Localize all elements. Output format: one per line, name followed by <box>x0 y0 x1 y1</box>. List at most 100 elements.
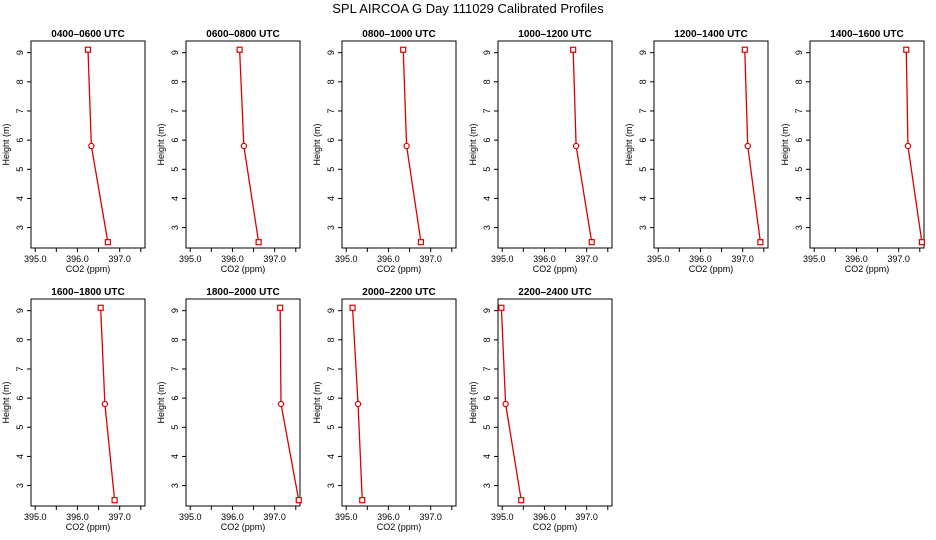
y-tick-label: 7 <box>482 108 492 113</box>
y-tick-label: 3 <box>482 225 492 230</box>
x-tick-label: 397.0 <box>419 512 442 522</box>
y-tick-label: 8 <box>326 79 336 84</box>
chart-panel: 1400–1600 UTC 395.0 396.0 397.0 3 4 5 6 7 8 9 CO2 (… <box>780 29 925 274</box>
data-point <box>295 497 302 504</box>
chart-panel: 1000–1200 UTC 395.0 396.0 397.0 3 4 5 6 7 8 9 CO2 (… <box>468 29 613 274</box>
x-tick-label: 395.0 <box>24 254 47 264</box>
data-point <box>741 46 748 53</box>
x-tick-label: 397.0 <box>108 254 131 264</box>
y-tick-label: 4 <box>326 196 336 201</box>
chart-panel: 1800–2000 UTC 395.0 396.0 397.0 3 4 5 6 7 8 9 CO2 (… <box>156 287 302 532</box>
data-point <box>84 46 92 53</box>
y-tick-label: 7 <box>170 108 180 113</box>
y-tick-label: 9 <box>170 308 180 313</box>
data-point <box>359 497 366 504</box>
y-tick-label: 9 <box>326 50 336 55</box>
y-axis-label: Height (m) <box>156 381 166 423</box>
chart-title: 1000–1200 UTC <box>518 29 591 40</box>
y-axis-label: Height (m) <box>468 381 478 423</box>
data-point <box>240 142 248 150</box>
y-tick-label: 5 <box>15 167 25 172</box>
plot-frame <box>185 298 301 507</box>
y-tick-label: 6 <box>794 138 804 143</box>
plot-frame <box>185 40 301 249</box>
x-tick-label: 397.0 <box>108 512 131 522</box>
y-tick-label: 6 <box>170 396 180 401</box>
chart-panel: 2000–2200 UTC 395.0 396.0 397.0 3 4 5 6 7 8 9 CO2 (… <box>312 287 457 532</box>
x-axis-label: CO2 (ppm) <box>845 264 890 274</box>
y-tick-label: 8 <box>326 337 336 342</box>
y-tick-label: 8 <box>482 79 492 84</box>
y-axis-label: Height (m) <box>1 123 11 165</box>
y-tick-label: 8 <box>15 337 25 342</box>
x-tick-label: 397.0 <box>887 254 910 264</box>
y-tick-label: 5 <box>326 425 336 430</box>
plot-frame <box>341 40 457 249</box>
chart-panel: 0400–0600 UTC 395.0 396.0 397.0 3 4 5 6 7 8 9 CO2 (… <box>1 29 146 274</box>
y-tick-label: 6 <box>15 396 25 401</box>
chart-title: 2000–2200 UTC <box>362 287 435 298</box>
chart-panel: 1200–1400 UTC 395.0 396.0 397.0 3 4 5 6 7 8 9 CO2 (… <box>624 29 769 274</box>
x-tick-label: 396.0 <box>221 254 244 264</box>
x-tick-label: 395.0 <box>179 512 202 522</box>
data-point <box>518 497 525 504</box>
y-tick-label: 9 <box>794 50 804 55</box>
page-title: SPL AIRCOA G Day 111029 Calibrated Profi… <box>332 1 604 16</box>
y-tick-label: 6 <box>170 138 180 143</box>
y-tick-label: 3 <box>482 483 492 488</box>
chart-title: 0400–0600 UTC <box>51 29 124 40</box>
y-tick-label: 4 <box>170 454 180 459</box>
chart-title: 1600–1800 UTC <box>51 287 124 298</box>
y-axis-label: Height (m) <box>780 123 790 165</box>
x-tick-label: 396.0 <box>221 512 244 522</box>
x-tick-label: 396.0 <box>66 512 89 522</box>
y-tick-label: 5 <box>170 167 180 172</box>
data-point <box>101 400 109 408</box>
data-point <box>111 497 118 504</box>
x-tick-label: 397.0 <box>263 254 286 264</box>
x-axis-label: CO2 (ppm) <box>377 264 422 274</box>
y-tick-label: 9 <box>15 308 25 313</box>
y-tick-label: 3 <box>794 225 804 230</box>
y-tick-label: 6 <box>326 396 336 401</box>
data-point <box>570 46 577 53</box>
y-tick-label: 8 <box>482 337 492 342</box>
y-tick-label: 6 <box>638 138 648 143</box>
chart-title: 0600–0800 UTC <box>206 29 279 40</box>
y-tick-label: 4 <box>15 454 25 459</box>
x-tick-label: 396.0 <box>533 254 556 264</box>
chart-title: 1400–1600 UTC <box>830 29 903 40</box>
y-tick-label: 7 <box>638 108 648 113</box>
x-tick-label: 397.0 <box>575 512 598 522</box>
y-tick-label: 7 <box>15 366 25 371</box>
plot-frame <box>30 298 146 507</box>
x-tick-label: 396.0 <box>377 254 400 264</box>
y-tick-label: 4 <box>794 196 804 201</box>
plot-frame <box>653 40 769 249</box>
chart-panel: 0600–0800 UTC 395.0 396.0 397.0 3 4 5 6 7 8 9 CO2 (… <box>156 29 301 274</box>
y-tick-label: 3 <box>326 225 336 230</box>
x-axis-label: CO2 (ppm) <box>66 522 111 532</box>
chart-title: 1200–1400 UTC <box>674 29 747 40</box>
y-tick-label: 3 <box>638 225 648 230</box>
data-point <box>903 46 910 53</box>
chart-title: 2200–2400 UTC <box>518 287 591 298</box>
data-point <box>349 304 356 311</box>
data-point <box>757 239 764 246</box>
y-tick-label: 3 <box>170 483 180 488</box>
data-point <box>88 142 95 150</box>
x-tick-label: 397.0 <box>575 254 598 264</box>
y-axis-label: Height (m) <box>468 123 478 165</box>
y-tick-label: 7 <box>170 366 180 371</box>
plot-frame <box>30 40 146 249</box>
x-tick-label: 395.0 <box>335 512 358 522</box>
y-axis-label: Height (m) <box>156 123 166 165</box>
data-point <box>417 239 425 246</box>
y-tick-label: 5 <box>15 425 25 430</box>
x-tick-label: 395.0 <box>24 512 47 522</box>
y-tick-label: 8 <box>638 79 648 84</box>
x-tick-label: 395.0 <box>179 254 202 264</box>
y-tick-label: 8 <box>15 79 25 84</box>
chart-title: 0800–1000 UTC <box>362 29 435 40</box>
chart-panel: 2200–2400 UTC 395.0 396.0 397.0 3 4 5 6 7 8 9 CO2 (… <box>468 287 613 532</box>
